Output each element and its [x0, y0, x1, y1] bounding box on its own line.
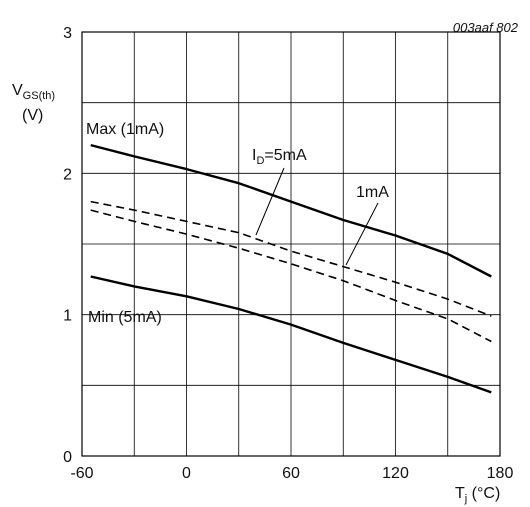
leader-id-5ma [255, 167, 285, 236]
label-max-1ma: Max (1mA) [86, 121, 164, 138]
x-tick-label: 60 [282, 465, 300, 482]
x-tick-label: 120 [382, 465, 409, 482]
y-tick-label: 1 [63, 308, 72, 325]
x-axis-label: Tj (°C) [455, 485, 500, 505]
y-axis-label: VGS(th) [12, 82, 55, 102]
series-layer [90, 143, 492, 394]
label-min-5ma: Min (5mA) [88, 309, 162, 326]
leader-1ma [345, 202, 379, 266]
label-id-5ma: ID=5mA [252, 147, 307, 167]
series-line-min-5ma [90, 275, 492, 394]
y-axis-unit: (V) [22, 107, 43, 124]
series-line-typ-1ma [90, 209, 492, 343]
figure-code: 003aaf 802 [453, 20, 519, 35]
x-tick-label: -60 [70, 465, 93, 482]
plot-frame [81, 31, 501, 457]
x-tick-label: 180 [487, 465, 514, 482]
x-tick-label: 0 [182, 465, 191, 482]
series-line-typ-5ma [90, 200, 492, 317]
series-line-max-1ma [90, 143, 492, 278]
y-tick-label: 0 [63, 449, 72, 466]
grid [82, 32, 500, 456]
y-tick-label: 3 [63, 25, 72, 42]
label-1ma: 1mA [356, 184, 389, 201]
y-tick-label: 2 [63, 166, 72, 183]
